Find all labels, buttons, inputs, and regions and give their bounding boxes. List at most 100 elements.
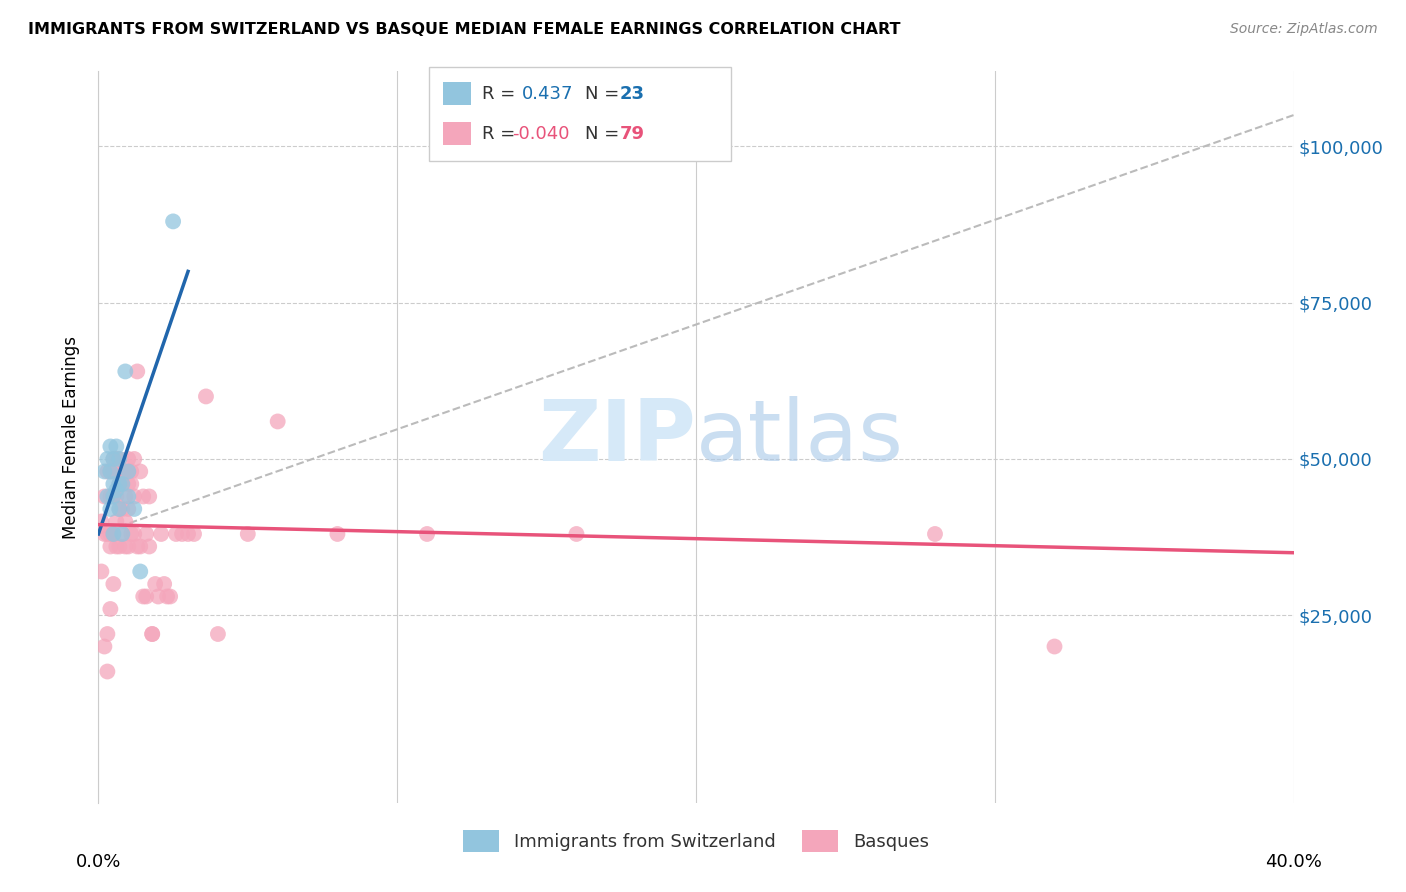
Point (117, 477, 139, 491)
Text: 23: 23 (620, 85, 645, 103)
Point (98, 465, 122, 479)
Point (96, 527, 118, 541)
Point (114, 490, 136, 504)
Point (93, 490, 115, 504)
Text: R =: R = (482, 125, 522, 143)
Point (114, 364, 136, 378)
Point (924, 527, 946, 541)
Y-axis label: Median Female Earnings: Median Female Earnings (62, 335, 80, 539)
Point (103, 577, 125, 591)
Point (111, 527, 134, 541)
Point (98, 465, 122, 479)
Point (105, 452, 128, 467)
Legend: Immigrants from Switzerland, Basques: Immigrants from Switzerland, Basques (456, 823, 936, 860)
Point (96, 627, 118, 641)
Point (117, 490, 139, 504)
Point (103, 465, 125, 479)
Point (108, 452, 131, 467)
Point (103, 490, 125, 504)
Point (114, 465, 136, 479)
Point (207, 627, 229, 641)
Point (326, 527, 349, 541)
Point (105, 440, 128, 454)
Point (135, 527, 157, 541)
Point (111, 477, 134, 491)
Text: N =: N = (585, 85, 624, 103)
Point (105, 540, 128, 554)
Point (108, 502, 131, 516)
Point (105, 483, 128, 498)
Point (156, 590, 179, 604)
Text: R =: R = (482, 85, 522, 103)
Point (150, 527, 173, 541)
Point (177, 527, 200, 541)
Point (105, 490, 128, 504)
Point (96, 490, 118, 504)
Text: -0.040: -0.040 (512, 125, 569, 143)
Text: IMMIGRANTS FROM SWITZERLAND VS BASQUE MEDIAN FEMALE EARNINGS CORRELATION CHART: IMMIGRANTS FROM SWITZERLAND VS BASQUE ME… (28, 22, 901, 37)
Point (1043, 640, 1066, 654)
Point (143, 577, 166, 591)
Point (135, 590, 157, 604)
Point (108, 502, 131, 516)
Point (111, 527, 134, 541)
Point (105, 515, 128, 529)
Point (98, 540, 122, 554)
Point (148, 590, 170, 604)
Point (127, 364, 149, 378)
Point (96, 465, 118, 479)
Point (114, 540, 136, 554)
Point (124, 502, 146, 516)
Point (236, 527, 259, 541)
Point (165, 527, 187, 541)
Point (93, 465, 115, 479)
Point (98, 440, 122, 454)
Text: atlas: atlas (696, 395, 904, 479)
Text: 0.437: 0.437 (522, 85, 574, 103)
Point (129, 565, 152, 579)
Point (108, 477, 131, 491)
Point (103, 452, 125, 467)
Point (172, 527, 194, 541)
Point (141, 627, 163, 641)
Point (105, 465, 128, 479)
Point (159, 590, 181, 604)
Point (111, 477, 134, 491)
Point (183, 527, 205, 541)
Point (111, 465, 134, 479)
Point (111, 502, 134, 516)
Point (90, 565, 112, 579)
Point (98, 490, 122, 504)
Point (98, 602, 122, 616)
Point (117, 452, 139, 467)
Point (132, 490, 155, 504)
Point (96, 665, 118, 679)
Point (98, 502, 122, 516)
Point (103, 527, 125, 541)
Point (98, 527, 122, 541)
Point (124, 527, 146, 541)
Point (96, 452, 118, 467)
Point (108, 452, 131, 467)
Point (90, 515, 112, 529)
Point (93, 640, 115, 654)
Point (117, 502, 139, 516)
Point (114, 515, 136, 529)
Point (138, 540, 160, 554)
Point (416, 527, 439, 541)
Point (129, 540, 152, 554)
Point (129, 465, 152, 479)
Point (195, 389, 218, 403)
Point (120, 465, 142, 479)
Point (138, 490, 160, 504)
Point (132, 590, 155, 604)
Point (141, 627, 163, 641)
Point (117, 540, 139, 554)
Point (108, 540, 131, 554)
Point (108, 477, 131, 491)
Point (103, 452, 125, 467)
Text: ZIP: ZIP (538, 395, 696, 479)
Point (120, 477, 142, 491)
Point (117, 465, 139, 479)
Point (93, 527, 115, 541)
